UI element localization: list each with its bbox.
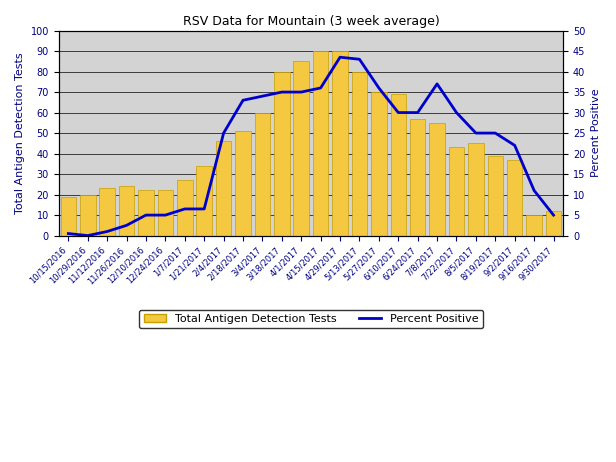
Bar: [332, 51, 348, 236]
Bar: [274, 72, 290, 236]
Title: RSV Data for Mountain (3 week average): RSV Data for Mountain (3 week average): [182, 15, 439, 28]
Bar: [371, 92, 387, 236]
Bar: [60, 197, 76, 236]
Legend: Total Antigen Detection Tests, Percent Positive: Total Antigen Detection Tests, Percent P…: [139, 310, 483, 328]
Bar: [119, 186, 134, 236]
Bar: [546, 211, 561, 236]
Bar: [158, 190, 173, 236]
Bar: [429, 123, 445, 236]
Bar: [352, 72, 367, 236]
Bar: [448, 147, 464, 236]
Bar: [507, 160, 522, 236]
Bar: [80, 195, 95, 236]
Bar: [216, 141, 232, 236]
Bar: [487, 156, 503, 236]
Bar: [254, 113, 270, 236]
Bar: [391, 94, 406, 236]
Bar: [99, 188, 115, 236]
Bar: [468, 143, 484, 236]
Bar: [313, 51, 328, 236]
Y-axis label: Percent Positive: Percent Positive: [591, 89, 601, 177]
Bar: [177, 180, 193, 236]
Bar: [410, 119, 426, 236]
Y-axis label: Total Antigen Detection Tests: Total Antigen Detection Tests: [15, 52, 25, 214]
Bar: [293, 61, 309, 236]
Bar: [526, 215, 542, 236]
Bar: [197, 166, 212, 236]
Bar: [138, 190, 154, 236]
Bar: [235, 131, 251, 236]
